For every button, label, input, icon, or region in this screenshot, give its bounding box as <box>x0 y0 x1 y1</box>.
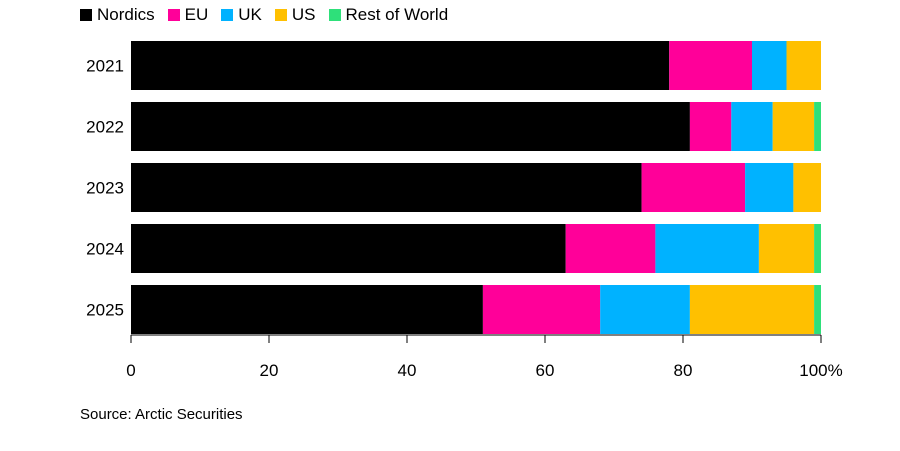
bar-segment-nordics-2021 <box>131 41 670 90</box>
bar-segment-eu-2022 <box>689 102 732 151</box>
bar-segment-us-2022 <box>772 102 815 151</box>
legend-label: UK <box>238 5 262 24</box>
bar-segment-uk-2023 <box>745 163 794 212</box>
bar-segment-nordics-2025 <box>131 285 483 334</box>
bar-segment-eu-2021 <box>669 41 752 90</box>
legend-item-rest-of-world: Rest of World <box>328 5 449 25</box>
legend-item-eu: EU <box>167 5 209 25</box>
bar-segment-rest-of-world-2022 <box>814 102 821 151</box>
legend-swatch <box>328 9 341 21</box>
category-label-2022: 2022 <box>86 118 124 137</box>
x-tick-label-40: 40 <box>398 361 417 380</box>
bar-segment-eu-2025 <box>482 285 601 334</box>
legend-label: Nordics <box>97 5 155 24</box>
legend-label: EU <box>184 5 209 24</box>
bar-segment-nordics-2023 <box>131 163 642 212</box>
x-tick-label-80: 80 <box>674 361 693 380</box>
legend-label: US <box>291 5 316 24</box>
legend-swatch <box>167 9 180 21</box>
bar-segment-eu-2023 <box>641 163 746 212</box>
bar-segment-uk-2021 <box>752 41 787 90</box>
category-label-2025: 2025 <box>86 301 124 320</box>
category-label-2024: 2024 <box>86 240 124 259</box>
category-label-2021: 2021 <box>86 57 124 76</box>
x-tick-label-60: 60 <box>536 361 555 380</box>
category-label-2023: 2023 <box>86 179 124 198</box>
bar-segment-uk-2022 <box>731 102 773 151</box>
bar-segment-nordics-2024 <box>131 224 566 273</box>
chart-legend: Nordics EU UK US Rest of World <box>80 4 461 26</box>
x-tick-label-0: 0 <box>126 361 135 380</box>
bar-segment-us-2024 <box>758 224 815 273</box>
bar-segment-rest-of-world-2024 <box>814 224 821 273</box>
bar-segment-rest-of-world-2025 <box>814 285 821 334</box>
source-note: Source: Arctic Securities <box>80 406 243 423</box>
bar-segment-us-2023 <box>793 163 821 212</box>
x-tick-label-100: 100% <box>799 361 842 380</box>
legend-swatch <box>274 9 287 21</box>
legend-swatch <box>80 9 92 21</box>
legend-item-us: US <box>274 5 316 25</box>
legend-swatch <box>221 9 234 21</box>
bar-segment-uk-2025 <box>600 285 690 334</box>
bar-segment-eu-2024 <box>565 224 656 273</box>
bar-segment-us-2021 <box>786 41 821 90</box>
bar-segment-uk-2024 <box>655 224 759 273</box>
x-tick-label-20: 20 <box>260 361 279 380</box>
bar-segment-us-2025 <box>689 285 815 334</box>
legend-label: Rest of World <box>345 5 449 24</box>
bar-segment-nordics-2022 <box>131 102 690 151</box>
legend-item-uk: UK <box>221 5 262 25</box>
legend-item-nordics: Nordics <box>80 5 155 25</box>
